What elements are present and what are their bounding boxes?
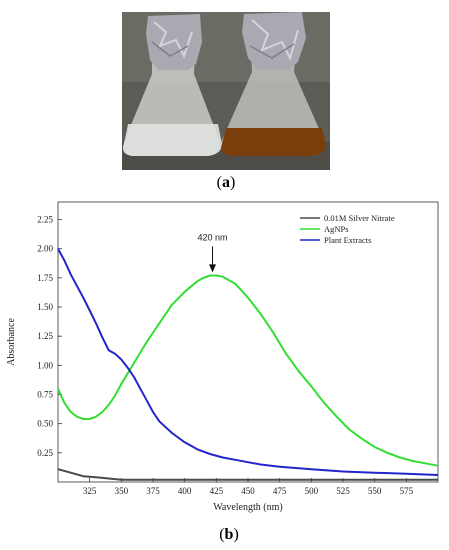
y-tick-label: 1.75 <box>37 273 53 283</box>
right-flask-brown-liquid <box>221 128 326 156</box>
y-tick-label: 2.00 <box>37 244 53 254</box>
peak-annotation-label: 420 nm <box>198 232 228 242</box>
y-tick-label: 0.25 <box>37 448 53 458</box>
x-tick-label: 500 <box>305 486 319 496</box>
series-line-0-01m-silver-nitrate <box>57 468 438 481</box>
x-tick-label: 400 <box>178 486 192 496</box>
x-tick-label: 425 <box>210 486 224 496</box>
y-axis-label: Absorbance <box>6 318 17 366</box>
chart-ticks: 325 350 375 400 425 450 475 500 525 550 575 0.25 0.5… <box>37 215 413 497</box>
flask-photo <box>122 12 330 170</box>
x-tick-label: 350 <box>115 486 129 496</box>
panel-b-label: (b) <box>219 526 239 543</box>
x-axis-label: Wavelength (nm) <box>213 502 282 513</box>
x-tick-label: 575 <box>400 486 414 496</box>
chart-annotation: 420 nm <box>198 232 228 273</box>
y-tick-label: 1.00 <box>37 360 53 370</box>
series-line-plant-extracts <box>57 248 439 476</box>
x-tick-label: 550 <box>368 486 382 496</box>
y-tick-label: 1.25 <box>37 331 53 341</box>
chart-axes <box>57 201 439 483</box>
y-tick-label: 1.50 <box>37 302 53 312</box>
legend-label-0-01m-silver-nitrate: 0.01M Silver Nitrate <box>324 213 395 223</box>
left-flask-clear-liquid <box>123 124 222 156</box>
legend-label-agnps: AgNPs <box>324 224 349 234</box>
peak-annotation-arrowhead <box>209 264 217 273</box>
chart-series <box>57 248 439 481</box>
x-tick-label: 525 <box>336 486 350 496</box>
x-tick-label: 450 <box>241 486 255 496</box>
y-tick-label: 0.75 <box>37 390 53 400</box>
legend-label-plant-extracts: Plant Extracts <box>324 235 371 245</box>
flask-photo-drawing <box>122 12 330 170</box>
plot-frame <box>57 201 439 483</box>
series-line-agnps <box>57 274 439 467</box>
panel-a-label: (a) <box>216 174 236 191</box>
y-tick-label: 2.25 <box>37 215 53 225</box>
x-tick-label: 475 <box>273 486 287 496</box>
y-tick-label: 0.50 <box>37 419 53 429</box>
x-tick-label: 325 <box>83 486 97 496</box>
absorbance-chart: 325 350 375 400 425 450 475 500 525 550 575 0.25 0.5… <box>6 201 439 513</box>
right-flask <box>221 12 326 156</box>
left-flask <box>123 14 222 156</box>
x-tick-label: 375 <box>146 486 160 496</box>
